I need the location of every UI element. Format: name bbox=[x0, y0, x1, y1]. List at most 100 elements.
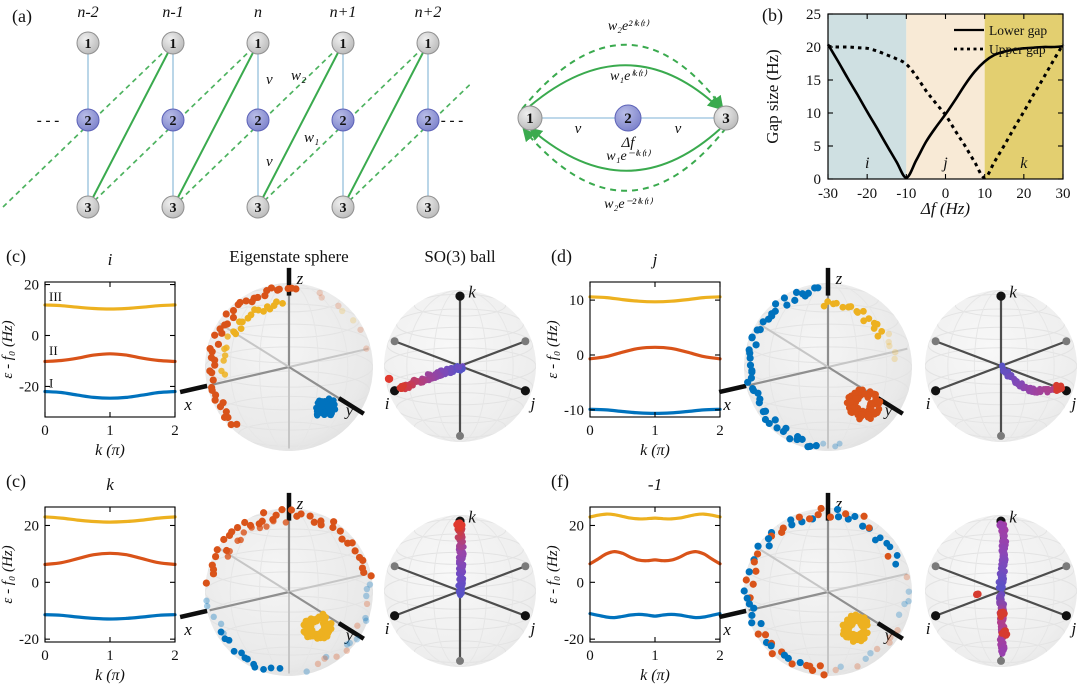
site-label: 2 bbox=[255, 114, 262, 129]
ring-node bbox=[713, 105, 739, 131]
region-i bbox=[828, 14, 907, 179]
band-title-j: j bbox=[652, 250, 658, 269]
y-axis-label: y bbox=[883, 401, 893, 420]
y-axis-label: ε - f₀ (Hz) bbox=[0, 320, 16, 378]
column-label: n-1 bbox=[162, 4, 183, 21]
j-axis-label: j bbox=[529, 394, 536, 413]
coupling-v-label: v bbox=[266, 154, 273, 170]
site-label: 2 bbox=[425, 114, 432, 129]
x-tick-label: -20 bbox=[857, 186, 877, 202]
x-axis-label: x bbox=[722, 395, 731, 414]
k-axis-label: k bbox=[468, 507, 476, 526]
x-tick-label: 1 bbox=[106, 648, 114, 664]
y-axis bbox=[876, 621, 904, 641]
coupling-v-label: v bbox=[266, 72, 273, 88]
panel-a-label: (a) bbox=[12, 6, 32, 26]
y-tick-label: 20 bbox=[569, 518, 584, 534]
y-tick-label: -20 bbox=[19, 632, 39, 648]
coupling-w2-label: w₂ bbox=[291, 68, 306, 84]
sphere-axes: z x y bbox=[179, 267, 369, 449]
x-tick-label: 1 bbox=[651, 423, 659, 439]
k-axis-label: k bbox=[468, 282, 476, 301]
lattice-nodes: 1 2 3 n-2 1 2 3 n-1 1 2 3 n 1 2 3 n+1 1 2 3 n+2 bbox=[76, 4, 441, 219]
ring-site-label: 3 bbox=[722, 111, 730, 127]
j-axis-label: j bbox=[529, 619, 536, 638]
data-dots bbox=[206, 284, 370, 429]
x-tick-label: -10 bbox=[896, 186, 916, 202]
i-axis-label: i bbox=[926, 619, 931, 638]
data-dots bbox=[202, 506, 375, 675]
sphere-axes: z x y bbox=[718, 492, 908, 674]
band-series-lower bbox=[43, 613, 177, 621]
site-label: 3 bbox=[425, 201, 432, 216]
data-dots bbox=[384, 362, 466, 393]
x-axis-label: Δf (Hz) bbox=[920, 199, 971, 218]
y-axis-label: y bbox=[344, 401, 354, 420]
band-series-middle bbox=[588, 345, 722, 361]
x-axis bbox=[718, 608, 747, 620]
region-label: j bbox=[941, 155, 948, 172]
ring-site-label: 1 bbox=[526, 111, 534, 127]
z-axis-label: z bbox=[296, 269, 304, 288]
band-title-minus1: -1 bbox=[647, 475, 663, 494]
column-label: n bbox=[254, 4, 262, 21]
k-axis-label: k bbox=[1009, 507, 1017, 526]
ring-node bbox=[517, 105, 543, 131]
x-tick-label: 2 bbox=[716, 648, 724, 664]
y-tick-label: 0 bbox=[577, 348, 585, 364]
data-dots bbox=[453, 519, 467, 599]
ball-axes: k i j bbox=[385, 282, 536, 440]
y-tick-label: 5 bbox=[814, 139, 822, 155]
x-tick-label: 10 bbox=[977, 186, 992, 202]
band-roman-label: III bbox=[49, 289, 62, 304]
arc-w2-forward bbox=[521, 43, 724, 110]
y-tick-label: 25 bbox=[806, 7, 821, 23]
y-axis bbox=[337, 621, 365, 641]
data-dots bbox=[740, 504, 913, 679]
x-axis-label: k (π) bbox=[95, 667, 125, 684]
panel-d-label: (d) bbox=[551, 246, 572, 266]
eigenstate-sphere-title: Eigenstate sphere bbox=[229, 247, 349, 266]
data-dots bbox=[744, 284, 899, 451]
x-axis-label: k (π) bbox=[95, 442, 125, 459]
gap-chart: -30 -20 -10 0 10 20 30 0 5 10 15 20 25 i j k Lower gap Up… bbox=[763, 7, 1071, 218]
ring-site-label: 2 bbox=[624, 111, 632, 127]
coupling-w1-label: w₁ bbox=[304, 130, 319, 146]
eigenstate-sphere-e: z x y bbox=[179, 492, 375, 676]
site-label: 3 bbox=[255, 201, 262, 216]
i-axis-label: i bbox=[385, 619, 390, 638]
site-label: 1 bbox=[425, 37, 432, 52]
x-tick-label: 1 bbox=[651, 648, 659, 664]
x-tick-label: 2 bbox=[716, 423, 724, 439]
so3-ball-f: k i j bbox=[925, 507, 1077, 667]
site-label: 3 bbox=[170, 201, 177, 216]
y-tick-label: -10 bbox=[564, 403, 584, 419]
x-tick-label: 30 bbox=[1056, 186, 1071, 202]
y-axis bbox=[337, 396, 365, 416]
so3-ball-d: k i j bbox=[925, 282, 1077, 442]
i-axis-label: i bbox=[926, 394, 931, 413]
region-k bbox=[984, 14, 1063, 179]
lattice-edges bbox=[2, 42, 470, 208]
band-series-upper bbox=[588, 512, 722, 521]
x-axis-label: x bbox=[183, 620, 192, 639]
x-tick-label: 0 bbox=[586, 648, 594, 664]
x-tick-label: -30 bbox=[818, 186, 838, 202]
site-label: 1 bbox=[170, 37, 177, 52]
panel-b-label: (b) bbox=[762, 5, 783, 25]
y-tick-label: 20 bbox=[806, 40, 821, 56]
data-dots bbox=[998, 362, 1066, 396]
x-tick-label: 0 bbox=[41, 648, 49, 664]
x-axis-label: k (π) bbox=[640, 667, 670, 684]
site-label: 1 bbox=[85, 37, 92, 52]
band-roman-label: I bbox=[49, 375, 53, 390]
ring-node bbox=[614, 104, 642, 132]
panel-c-label: (c) bbox=[6, 246, 26, 266]
y-tick-label: -20 bbox=[564, 632, 584, 648]
data-dots bbox=[972, 520, 1011, 657]
